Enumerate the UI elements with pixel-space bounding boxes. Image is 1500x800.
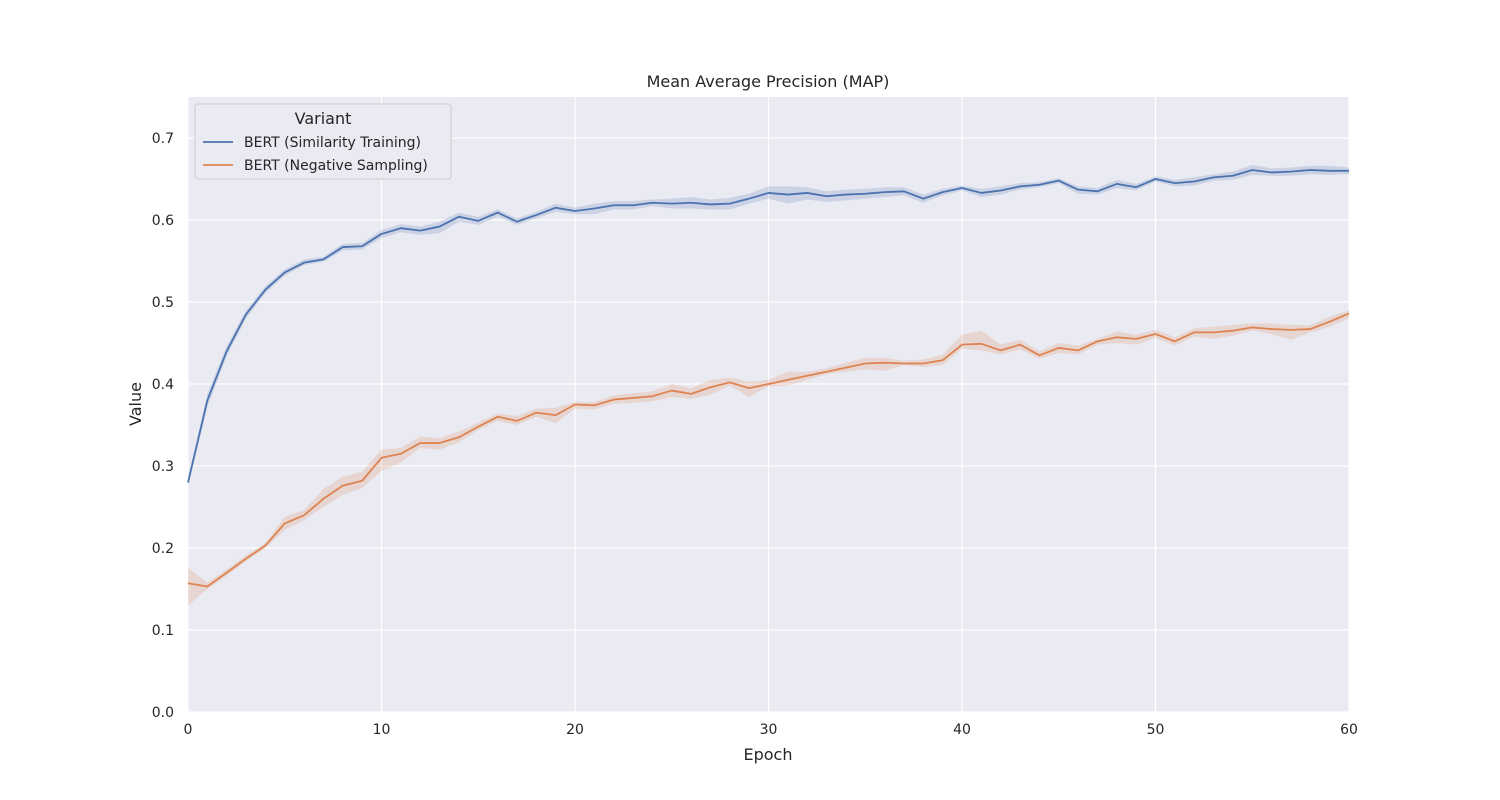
y-tick-label: 0.1 [152, 623, 174, 639]
x-tick-label: 0 [184, 722, 193, 738]
y-tick-label: 0.5 [152, 295, 174, 311]
y-tick-label: 0.4 [152, 377, 174, 393]
legend-label-negative: BERT (Negative Sampling) [244, 158, 428, 174]
y-tick-label: 0.6 [152, 213, 174, 229]
x-tick-label: 20 [566, 722, 584, 738]
x-tick-label: 10 [373, 722, 391, 738]
x-tick-label: 60 [1340, 722, 1358, 738]
legend-label-similarity: BERT (Similarity Training) [244, 135, 421, 151]
x-axis-label: Epoch [744, 745, 793, 764]
y-tick-label: 0.0 [152, 705, 174, 721]
legend-box [194, 103, 452, 180]
y-axis-label: Value [126, 382, 145, 426]
y-tick-label: 0.7 [152, 131, 174, 147]
legend: Variant BERT (Similarity Training) BERT … [194, 103, 452, 180]
y-tick-label: 0.2 [152, 541, 174, 557]
series-line-1 [187, 312, 1350, 588]
chart-title: Mean Average Precision (MAP) [647, 72, 890, 91]
series-lines [187, 169, 1350, 588]
x-tick-label: 50 [1147, 722, 1165, 738]
y-tick-label: 0.3 [152, 459, 174, 475]
y-tick-labels: 0.0 0.1 0.2 0.3 0.4 0.5 0.6 0.7 [152, 131, 174, 721]
x-tick-label: 40 [953, 722, 971, 738]
gridlines [187, 97, 1350, 713]
x-tick-labels: 0 10 20 30 40 50 60 [184, 722, 1358, 738]
legend-title: Variant [295, 109, 352, 128]
series-line-0 [187, 169, 1349, 483]
x-tick-label: 30 [760, 722, 778, 738]
